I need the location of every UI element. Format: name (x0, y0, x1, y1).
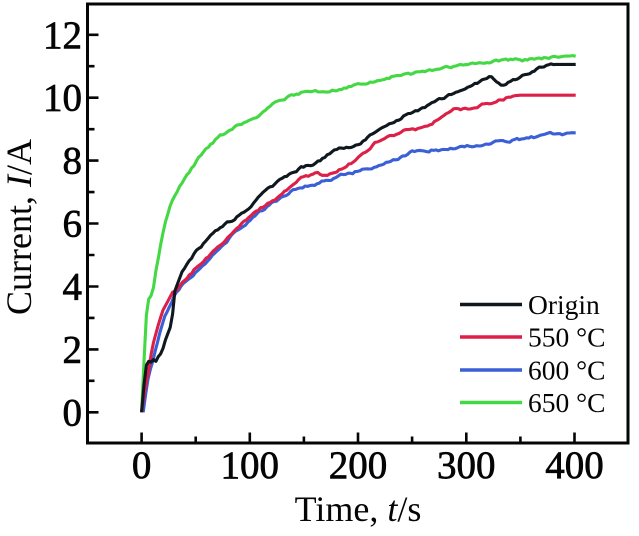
svg-text:2: 2 (63, 328, 83, 371)
svg-text:650 °C: 650 °C (528, 387, 605, 418)
svg-text:550 °C: 550 °C (528, 322, 605, 353)
svg-text:4: 4 (63, 266, 83, 309)
svg-text:12: 12 (43, 14, 82, 57)
svg-text:10: 10 (43, 77, 82, 120)
svg-text:0: 0 (132, 444, 152, 487)
svg-text:600 °C: 600 °C (528, 355, 605, 386)
svg-text:Time, t/s: Time, t/s (295, 489, 422, 529)
svg-text:0: 0 (63, 391, 83, 434)
svg-text:Current, I/A: Current, I/A (0, 139, 39, 315)
svg-text:100: 100 (221, 444, 280, 487)
svg-text:6: 6 (63, 203, 83, 246)
svg-text:200: 200 (329, 444, 388, 487)
svg-text:400: 400 (545, 444, 604, 487)
svg-text:Origin: Origin (528, 289, 600, 320)
svg-text:8: 8 (63, 140, 83, 183)
svg-text:300: 300 (437, 444, 496, 487)
